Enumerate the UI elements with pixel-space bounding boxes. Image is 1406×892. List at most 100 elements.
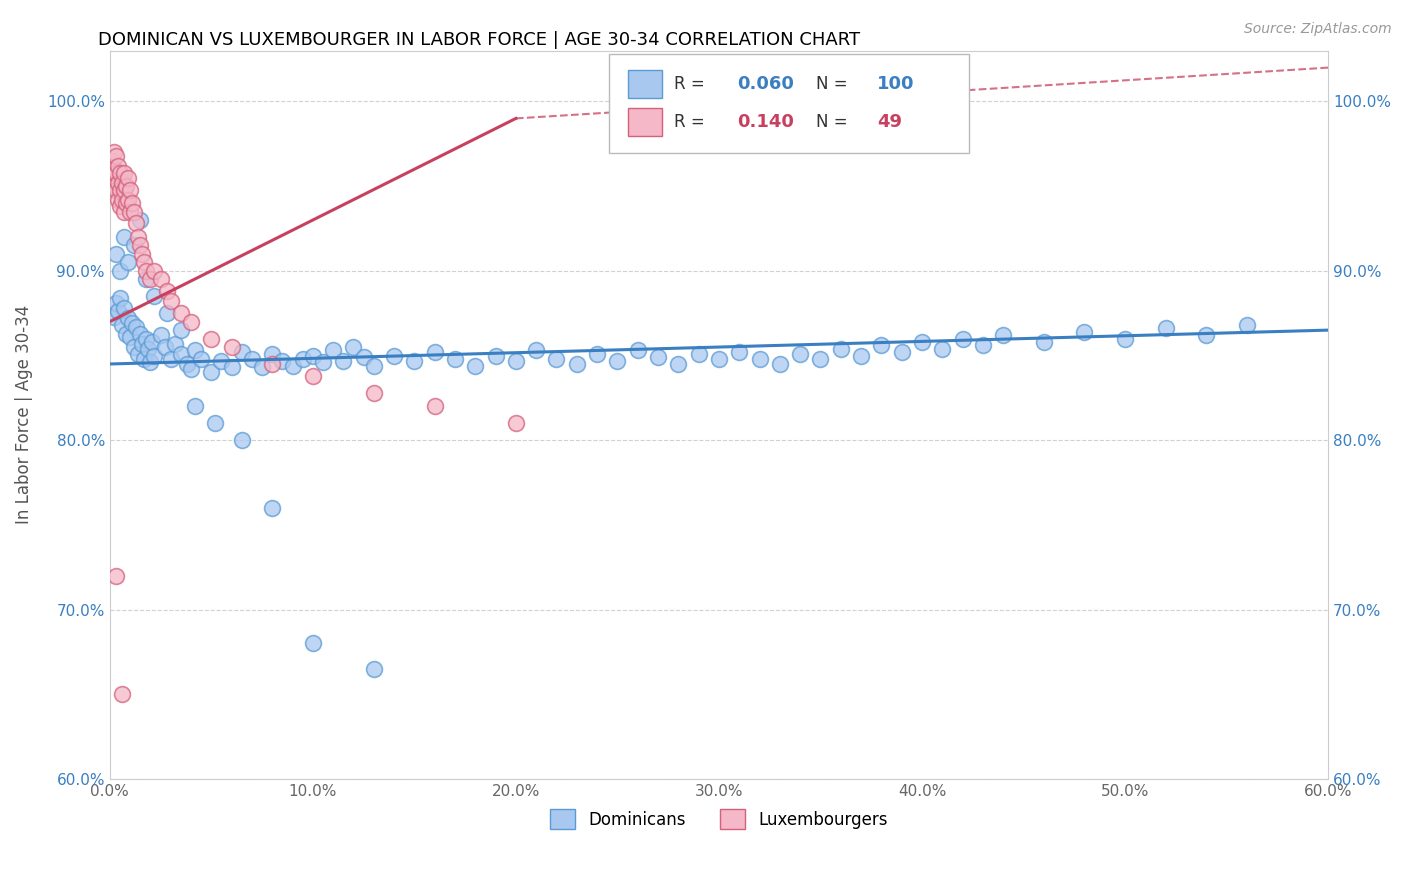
- Point: [135, 332, 157, 346]
- Point: [108, 291, 131, 305]
- Point: [112, 301, 135, 315]
- Point: [134, 255, 156, 269]
- Text: Source: ZipAtlas.com: Source: ZipAtlas.com: [1244, 22, 1392, 37]
- Point: [104, 166, 127, 180]
- Point: [112, 183, 135, 197]
- Point: [107, 176, 129, 190]
- Point: [120, 204, 142, 219]
- Point: [180, 315, 202, 329]
- Point: [231, 434, 253, 448]
- Point: [301, 349, 323, 363]
- Point: [112, 166, 135, 180]
- Point: [312, 355, 335, 369]
- Point: [769, 357, 792, 371]
- Point: [184, 343, 207, 358]
- Point: [666, 357, 689, 371]
- Point: [163, 336, 186, 351]
- Point: [190, 351, 212, 366]
- Point: [103, 179, 125, 194]
- Point: [117, 311, 139, 326]
- Point: [108, 183, 131, 197]
- Point: [291, 351, 314, 366]
- Point: [301, 636, 323, 650]
- Point: [789, 347, 811, 361]
- Point: [1114, 332, 1136, 346]
- Point: [647, 350, 669, 364]
- Y-axis label: In Labor Force | Age 30-34: In Labor Force | Age 30-34: [15, 305, 32, 524]
- Point: [870, 338, 893, 352]
- Point: [104, 149, 127, 163]
- Text: R =: R =: [673, 75, 710, 93]
- Point: [1195, 328, 1218, 343]
- Point: [911, 334, 934, 349]
- Point: [135, 264, 157, 278]
- Bar: [627, 108, 662, 136]
- Point: [972, 338, 994, 352]
- Text: N =: N =: [817, 75, 853, 93]
- Point: [107, 193, 129, 207]
- Point: [363, 385, 385, 400]
- Point: [143, 289, 166, 303]
- Point: [143, 349, 166, 363]
- Point: [117, 170, 139, 185]
- Point: [993, 328, 1015, 343]
- Point: [108, 264, 131, 278]
- Point: [464, 359, 486, 373]
- Point: [627, 343, 650, 358]
- Point: [271, 353, 294, 368]
- Point: [200, 366, 222, 380]
- Point: [139, 272, 162, 286]
- Point: [117, 193, 139, 207]
- Point: [104, 183, 127, 197]
- Point: [143, 264, 166, 278]
- Point: [120, 183, 142, 197]
- Point: [565, 357, 588, 371]
- Point: [200, 332, 222, 346]
- Point: [139, 355, 162, 369]
- Point: [332, 353, 354, 368]
- Text: DOMINICAN VS LUXEMBOURGER IN LABOR FORCE | AGE 30-34 CORRELATION CHART: DOMINICAN VS LUXEMBOURGER IN LABOR FORCE…: [98, 31, 860, 49]
- Point: [131, 336, 153, 351]
- Point: [890, 345, 912, 359]
- Point: [363, 359, 385, 373]
- Point: [1236, 318, 1258, 332]
- Point: [204, 417, 226, 431]
- Point: [931, 342, 953, 356]
- Point: [111, 687, 134, 701]
- Point: [170, 306, 193, 320]
- Point: [134, 351, 156, 366]
- Point: [127, 230, 149, 244]
- Point: [149, 328, 172, 343]
- Point: [120, 330, 142, 344]
- Legend: Dominicans, Luxembourgers: Dominicans, Luxembourgers: [544, 803, 894, 836]
- Point: [103, 162, 125, 177]
- Text: 49: 49: [877, 113, 903, 131]
- Point: [262, 500, 284, 515]
- Point: [423, 345, 446, 359]
- Point: [810, 351, 832, 366]
- Point: [111, 176, 134, 190]
- Point: [125, 319, 148, 334]
- Point: [262, 347, 284, 361]
- Point: [606, 353, 628, 368]
- Point: [115, 179, 138, 194]
- Point: [155, 306, 177, 320]
- Point: [748, 351, 770, 366]
- Point: [122, 204, 145, 219]
- Point: [103, 145, 125, 160]
- Point: [849, 349, 872, 363]
- Point: [121, 316, 143, 330]
- Point: [149, 272, 172, 286]
- Point: [104, 568, 127, 582]
- Point: [141, 334, 163, 349]
- Point: [221, 360, 243, 375]
- Text: N =: N =: [817, 113, 853, 131]
- Point: [159, 294, 181, 309]
- Point: [108, 166, 131, 180]
- Point: [180, 362, 202, 376]
- Point: [115, 326, 138, 341]
- Point: [262, 357, 284, 371]
- Point: [101, 170, 124, 185]
- Point: [728, 345, 751, 359]
- Point: [209, 353, 232, 368]
